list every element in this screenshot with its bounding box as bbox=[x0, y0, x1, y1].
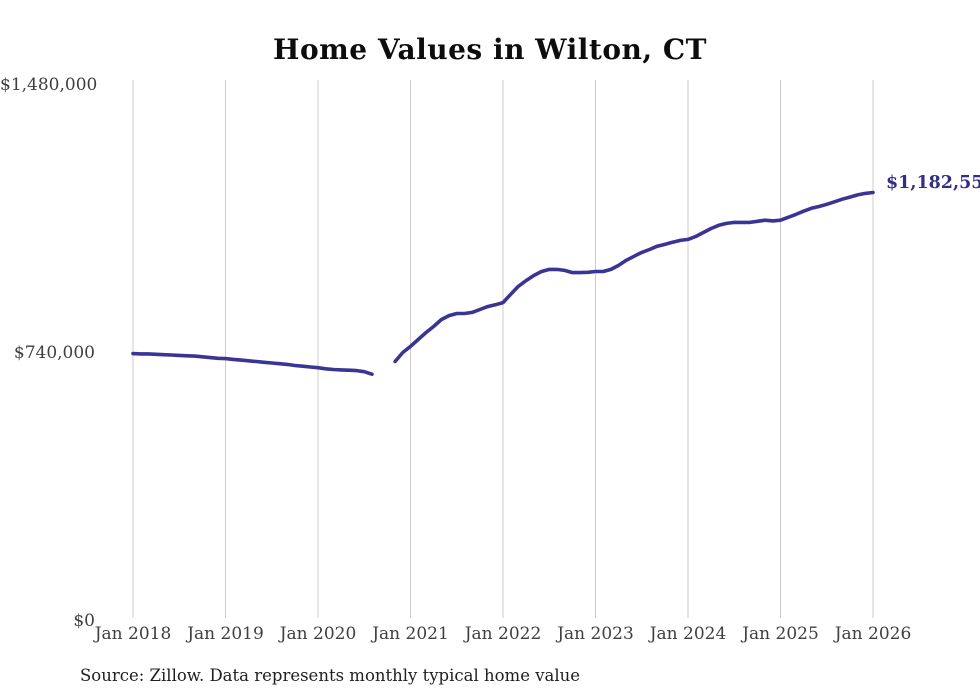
x-tick-label: Jan 2021 bbox=[372, 624, 449, 644]
y-axis-label-mid: $740,000 bbox=[13, 343, 95, 363]
value-end-label: $1,182,552 bbox=[886, 173, 980, 193]
y-axis-label-max: $1,480,000 bbox=[0, 75, 98, 95]
chart-title: Home Values in Wilton, CT bbox=[273, 33, 707, 66]
x-tick-label: Jan 2022 bbox=[464, 624, 542, 644]
x-tick-label: Jan 2026 bbox=[834, 624, 912, 644]
x-tick-label: Jan 2024 bbox=[649, 624, 727, 644]
home-value-line bbox=[131, 190, 875, 376]
x-tick-label: Jan 2018 bbox=[94, 624, 172, 644]
y-axis-label-min: $0 bbox=[73, 611, 95, 631]
x-tick-label: Jan 2019 bbox=[187, 624, 264, 644]
x-tick-label: Jan 2020 bbox=[279, 624, 357, 644]
x-tick-label: Jan 2025 bbox=[742, 624, 819, 644]
x-tick-label: Jan 2023 bbox=[557, 624, 634, 644]
source-note: Source: Zillow. Data represents monthly … bbox=[80, 666, 581, 685]
